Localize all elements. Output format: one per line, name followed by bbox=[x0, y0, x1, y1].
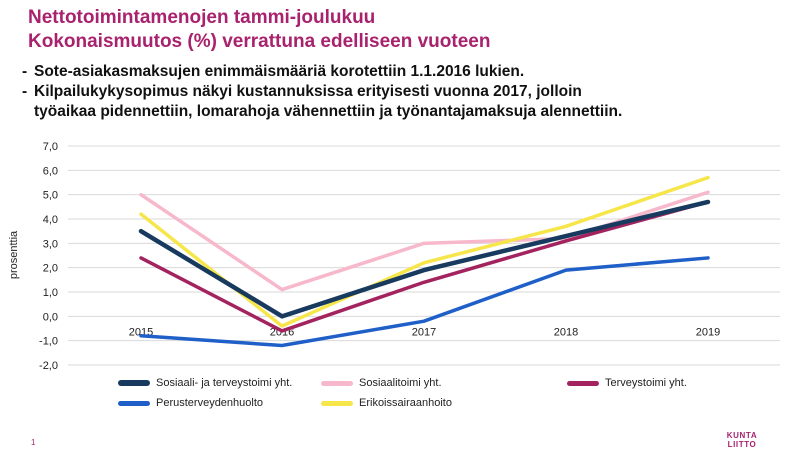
legend-swatch bbox=[321, 380, 353, 386]
bullet-text-2b: työaikaa pidennettiin, lomarahoja vähenn… bbox=[34, 103, 623, 120]
kuntaliitto-logo: KUNTA LIITTO bbox=[726, 431, 758, 449]
legend-label: Sosiaalitoimi yht. bbox=[359, 377, 442, 389]
series-line-3 bbox=[139, 256, 710, 348]
series-line-2 bbox=[139, 200, 710, 333]
x-tick-label: 2019 bbox=[696, 326, 720, 338]
y-tick-label: 4,0 bbox=[43, 214, 58, 226]
legend-item: Erikoissairaanhoito bbox=[321, 397, 452, 409]
legend-swatch bbox=[321, 400, 353, 406]
y-tick-label: -1,0 bbox=[39, 336, 58, 348]
y-tick-labels: -2,0 -1,0 0,0 1,0 2,0 3,0 4,0 5,0 6,0 7,0 bbox=[39, 141, 58, 372]
bullet-list: - Sote-asiakasmaksujen enimmäismääriä ko… bbox=[22, 62, 782, 122]
y-tick-label: 1,0 bbox=[43, 287, 58, 299]
legend-swatch bbox=[118, 380, 150, 386]
legend-item: Sosiaali- ja terveystoimi yht. bbox=[118, 377, 292, 389]
bullet-item-2: - Kilpailukykysopimus näkyi kustannuksis… bbox=[22, 83, 623, 120]
y-tick-label: 7,0 bbox=[43, 141, 58, 153]
legend-item: Perusterveydenhuolto bbox=[118, 397, 263, 409]
legend-swatch bbox=[567, 380, 599, 386]
page-number: 1 bbox=[31, 438, 36, 447]
bullet-text-1: Sote-asiakasmaksujen enimmäismääriä koro… bbox=[34, 63, 525, 80]
legend-label: Sosiaali- ja terveystoimi yht. bbox=[156, 377, 293, 389]
y-tick-label: 3,0 bbox=[43, 238, 58, 250]
slide-title: Nettotoimintamenojen tammi-joulukuu Koko… bbox=[28, 6, 768, 54]
x-tick-label: 2017 bbox=[412, 326, 436, 338]
y-tick-label: 2,0 bbox=[43, 263, 58, 275]
y-axis-label: prosenttia bbox=[8, 230, 20, 279]
series-lines bbox=[138, 175, 711, 348]
legend-label: Terveystoimi yht. bbox=[605, 377, 687, 389]
y-tick-label: 6,0 bbox=[43, 165, 58, 177]
y-tick-label: 0,0 bbox=[43, 311, 58, 323]
series-line-0 bbox=[138, 199, 711, 319]
bullet-text-2a: Kilpailukykysopimus näkyi kustannuksissa… bbox=[34, 83, 582, 100]
legend-item: Sosiaalitoimi yht. bbox=[321, 377, 442, 389]
title-line-1: Nettotoimintamenojen tammi-joulukuu bbox=[28, 7, 376, 28]
x-tick-label: 2018 bbox=[554, 326, 578, 338]
legend-swatch bbox=[118, 400, 150, 406]
y-tick-label: -2,0 bbox=[39, 360, 58, 372]
title-line-2: Kokonaismuutos (%) verrattuna edelliseen… bbox=[28, 31, 491, 52]
legend-label: Erikoissairaanhoito bbox=[359, 397, 452, 409]
y-tick-label: 5,0 bbox=[43, 190, 58, 202]
bullet-item-1: - Sote-asiakasmaksujen enimmäismääriä ko… bbox=[22, 63, 525, 80]
legend-label: Perusterveydenhuolto bbox=[156, 397, 264, 409]
legend-item: Terveystoimi yht. bbox=[567, 377, 687, 389]
x-tick-labels: 2015 2016 2017 2018 2019 bbox=[129, 326, 720, 338]
